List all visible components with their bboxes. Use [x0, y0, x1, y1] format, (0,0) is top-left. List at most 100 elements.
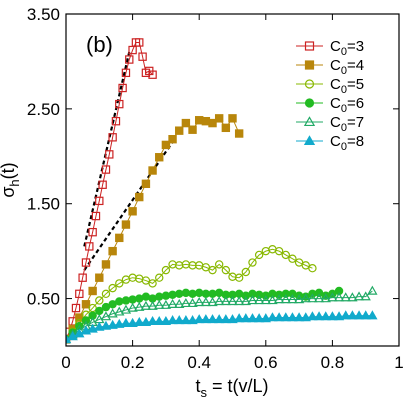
- data-point: [140, 300, 152, 310]
- data-point: [128, 295, 137, 304]
- data-point: [147, 315, 158, 326]
- data-point: [160, 315, 172, 326]
- data-point: [307, 311, 318, 321]
- series-line: [66, 41, 153, 340]
- data-point: [287, 312, 298, 322]
- data-point: [360, 291, 371, 301]
- data-point: [121, 68, 131, 78]
- data-point: [233, 313, 245, 323]
- data-point: [181, 288, 191, 298]
- data-point: [300, 293, 311, 303]
- data-point: [107, 308, 118, 318]
- data-point: [214, 296, 225, 306]
- data-point: [247, 295, 258, 305]
- data-point: [234, 273, 244, 282]
- x-tick-label: 0.8: [321, 353, 345, 372]
- data-point: [115, 99, 124, 109]
- data-point: [233, 296, 245, 306]
- data-point: [175, 126, 184, 135]
- data-point: [101, 260, 111, 269]
- data-point: [194, 297, 205, 307]
- data-point: [107, 319, 118, 329]
- data-point: [253, 295, 265, 305]
- legend-item: C0=6: [296, 95, 364, 115]
- data-point: [115, 233, 124, 243]
- data-point: [108, 133, 117, 142]
- data-point: [114, 318, 125, 328]
- data-point: [135, 192, 144, 202]
- data-point: [260, 313, 271, 323]
- data-point: [161, 291, 171, 300]
- data-point: [313, 311, 325, 321]
- data-point: [273, 312, 285, 322]
- data-point: [313, 293, 325, 303]
- data-point: [134, 316, 145, 326]
- data-point: [75, 289, 84, 299]
- data-point: [141, 179, 151, 188]
- data-point: [154, 315, 165, 326]
- data-point: [118, 83, 127, 93]
- data-point: [208, 118, 217, 128]
- data-point: [260, 295, 271, 305]
- legend-label: C0=7: [330, 114, 364, 134]
- data-point: [303, 116, 316, 127]
- data-point: [91, 211, 101, 221]
- data-point: [140, 316, 152, 326]
- data-point: [221, 123, 231, 133]
- data-point: [340, 310, 351, 320]
- series-C0-7: [66, 285, 378, 344]
- data-point: [88, 286, 97, 296]
- data-point: [200, 314, 212, 324]
- data-point: [161, 140, 171, 150]
- data-point: [234, 129, 244, 138]
- data-point: [100, 320, 112, 330]
- x-tick-label: 1: [394, 353, 403, 372]
- data-point: [138, 52, 147, 61]
- data-point: [273, 294, 285, 304]
- data-point: [180, 297, 192, 308]
- data-point: [333, 311, 345, 321]
- data-point: [221, 265, 231, 275]
- data-point: [168, 135, 177, 144]
- data-point: [353, 310, 365, 320]
- legend-item: C0=3: [296, 38, 364, 58]
- data-point: [127, 302, 138, 312]
- data-point: [161, 265, 171, 275]
- data-point: [353, 291, 365, 301]
- data-point: [254, 250, 264, 260]
- data-point: [248, 258, 257, 267]
- data-point: [340, 292, 351, 302]
- data-point: [168, 290, 177, 299]
- data-point: [327, 292, 338, 302]
- data-point: [367, 310, 378, 320]
- data-point: [147, 300, 158, 310]
- data-point: [214, 114, 224, 123]
- data-point: [303, 135, 316, 146]
- data-point: [115, 297, 124, 306]
- data-point: [194, 314, 205, 324]
- legend-item: C0=7: [296, 114, 364, 134]
- data-point: [108, 246, 117, 256]
- x-tick-label: 0: [61, 353, 70, 372]
- data-point: [347, 292, 358, 302]
- data-point: [187, 315, 198, 325]
- data-point: [67, 331, 78, 341]
- data-point: [154, 299, 165, 309]
- data-point: [105, 150, 114, 159]
- data-point: [181, 118, 191, 128]
- data-point: [200, 297, 212, 307]
- data-point: [160, 299, 172, 309]
- legend-label: C0=8: [330, 133, 364, 153]
- data-point: [81, 258, 91, 267]
- data-point: [101, 289, 111, 299]
- data-point: [320, 293, 331, 303]
- data-point: [304, 98, 315, 108]
- x-axis-label: ts = t(v/L): [195, 376, 268, 400]
- legend-label: C0=5: [330, 76, 364, 96]
- data-point: [78, 273, 87, 282]
- data-point: [240, 296, 251, 306]
- data-point: [81, 300, 91, 309]
- y-tick-label: 0.50: [27, 290, 60, 309]
- data-point: [241, 267, 251, 277]
- data-point: [155, 273, 164, 282]
